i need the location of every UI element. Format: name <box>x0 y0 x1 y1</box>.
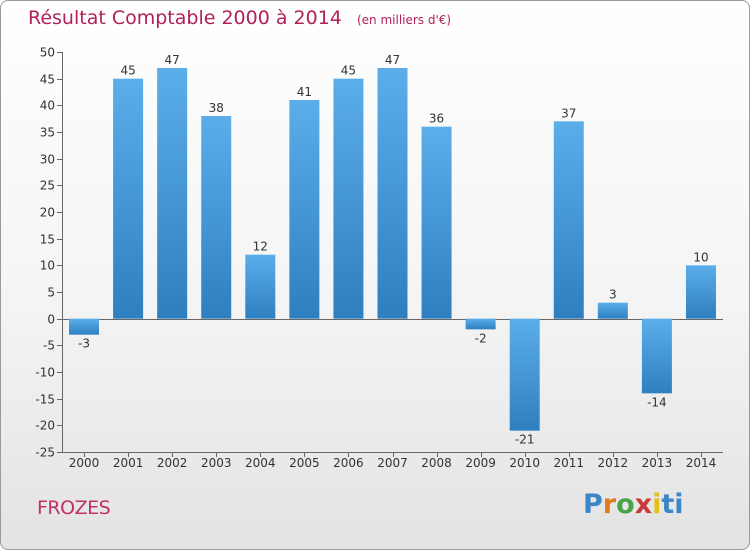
data-label: 41 <box>297 85 312 99</box>
bar <box>641 318 672 394</box>
data-label: 45 <box>120 64 135 78</box>
x-tick-label: 2013 <box>642 456 673 470</box>
y-tick-label: -20 <box>35 419 55 433</box>
data-label: 38 <box>209 101 224 115</box>
x-tick-label: 2010 <box>509 456 540 470</box>
y-tick-label: -10 <box>35 366 55 380</box>
y-tick-label: 50 <box>40 46 55 60</box>
x-tick-label: 2001 <box>113 456 144 470</box>
bar <box>113 78 144 319</box>
y-tick-label: 10 <box>40 259 55 273</box>
x-tick-label: 2014 <box>686 456 717 470</box>
x-tick-label: 2009 <box>465 456 496 470</box>
data-labels: -3 45 47 38 12 41 45 47 36 -2 -21 37 3 -14 10 <box>78 53 709 447</box>
bar <box>685 265 716 319</box>
data-label: 3 <box>609 288 617 302</box>
bar <box>509 318 540 431</box>
y-tick-label: 45 <box>40 73 55 87</box>
y-tick-label: 35 <box>40 126 55 140</box>
bar <box>289 100 320 319</box>
data-label: -3 <box>78 337 90 351</box>
x-tick-label: 2006 <box>333 456 364 470</box>
y-tick-label: 25 <box>40 179 55 193</box>
y-tick-label: 0 <box>47 313 55 327</box>
x-tick-label: 2003 <box>201 456 232 470</box>
title-block: Résultat Comptable 2000 à 2014 (en milli… <box>28 7 451 29</box>
y-tick-label: 40 <box>40 99 55 113</box>
bar <box>421 126 452 319</box>
data-label: 36 <box>429 112 444 126</box>
bar <box>377 68 408 319</box>
x-tick-label: 2000 <box>69 456 100 470</box>
x-tick-label: 2007 <box>377 456 408 470</box>
x-tick-label: 2002 <box>157 456 188 470</box>
data-label: 45 <box>341 64 356 78</box>
bar <box>553 121 584 319</box>
data-label: 47 <box>165 53 180 67</box>
bar <box>597 302 628 319</box>
data-label: 37 <box>561 106 576 120</box>
x-tick-label: 2008 <box>421 456 452 470</box>
y-tick-label: 20 <box>40 206 55 220</box>
chart-unit: (en milliers d'€) <box>356 13 452 27</box>
data-label: -14 <box>647 395 667 409</box>
bar <box>157 68 188 319</box>
y-tick-label: 30 <box>40 153 55 167</box>
y-tick-label: -15 <box>35 393 55 407</box>
y-tick-label: 15 <box>40 233 55 247</box>
chart-title: Résultat Comptable 2000 à 2014 <box>28 7 342 29</box>
proxiti-logo: Proxiti <box>583 489 684 520</box>
x-tick-label: 2005 <box>289 456 320 470</box>
data-label: -21 <box>515 433 535 447</box>
axes: -25 -20 -15 -10 -5 0 5 10 15 20 25 30 35 40 45 50 2000 20… <box>35 46 723 470</box>
y-tick-label: 5 <box>47 286 55 300</box>
bar <box>465 318 496 330</box>
x-tick-label: 2011 <box>553 456 584 470</box>
y-tick-label: -5 <box>43 339 55 353</box>
bar <box>333 78 364 319</box>
data-label: 12 <box>253 240 268 254</box>
x-tick-label: 2012 <box>598 456 629 470</box>
data-label: -2 <box>475 331 487 345</box>
data-label: 47 <box>385 53 400 67</box>
x-tick-label: 2004 <box>245 456 276 470</box>
y-tick-label: -25 <box>35 446 55 460</box>
data-label: 10 <box>693 250 708 264</box>
bar <box>201 116 232 319</box>
bars <box>69 68 716 431</box>
bar <box>69 318 100 335</box>
bar <box>245 254 276 319</box>
commune-name: FROZES <box>37 497 111 519</box>
